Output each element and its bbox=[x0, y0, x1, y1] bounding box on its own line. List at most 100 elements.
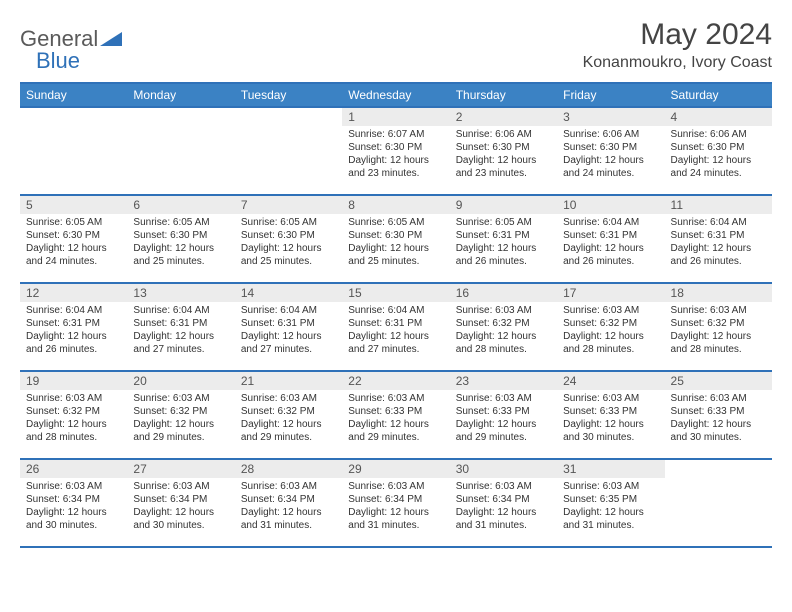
day-number: 24 bbox=[557, 372, 664, 390]
calendar-cell: 22Sunrise: 6:03 AMSunset: 6:33 PMDayligh… bbox=[342, 371, 449, 459]
calendar-cell: 19Sunrise: 6:03 AMSunset: 6:32 PMDayligh… bbox=[20, 371, 127, 459]
logo-text-blue: Blue bbox=[36, 48, 80, 73]
day-number: 23 bbox=[450, 372, 557, 390]
calendar-cell: 26Sunrise: 6:03 AMSunset: 6:34 PMDayligh… bbox=[20, 459, 127, 547]
day-number: 13 bbox=[127, 284, 234, 302]
calendar-cell: 27Sunrise: 6:03 AMSunset: 6:34 PMDayligh… bbox=[127, 459, 234, 547]
calendar-cell: 7Sunrise: 6:05 AMSunset: 6:30 PMDaylight… bbox=[235, 195, 342, 283]
calendar-cell: 12Sunrise: 6:04 AMSunset: 6:31 PMDayligh… bbox=[20, 283, 127, 371]
calendar-row: 26Sunrise: 6:03 AMSunset: 6:34 PMDayligh… bbox=[20, 459, 772, 547]
logo-blue-text-wrap: Blue bbox=[36, 48, 80, 74]
dayname-header: Saturday bbox=[665, 83, 772, 107]
day-info: Sunrise: 6:05 AMSunset: 6:31 PMDaylight:… bbox=[450, 214, 557, 272]
dayname-header: Thursday bbox=[450, 83, 557, 107]
month-title: May 2024 bbox=[583, 18, 772, 52]
calendar-cell: 2Sunrise: 6:06 AMSunset: 6:30 PMDaylight… bbox=[450, 107, 557, 195]
day-number: 22 bbox=[342, 372, 449, 390]
calendar-cell: . bbox=[127, 107, 234, 195]
calendar-cell: 5Sunrise: 6:05 AMSunset: 6:30 PMDaylight… bbox=[20, 195, 127, 283]
title-block: May 2024 Konanmoukro, Ivory Coast bbox=[583, 18, 772, 72]
calendar-cell: 23Sunrise: 6:03 AMSunset: 6:33 PMDayligh… bbox=[450, 371, 557, 459]
day-info: Sunrise: 6:04 AMSunset: 6:31 PMDaylight:… bbox=[20, 302, 127, 360]
day-info: Sunrise: 6:06 AMSunset: 6:30 PMDaylight:… bbox=[450, 126, 557, 184]
day-number: 11 bbox=[665, 196, 772, 214]
calendar-cell: 30Sunrise: 6:03 AMSunset: 6:34 PMDayligh… bbox=[450, 459, 557, 547]
calendar-cell: . bbox=[235, 107, 342, 195]
dayname-header: Sunday bbox=[20, 83, 127, 107]
calendar-cell: 28Sunrise: 6:03 AMSunset: 6:34 PMDayligh… bbox=[235, 459, 342, 547]
day-number: 17 bbox=[557, 284, 664, 302]
day-info: Sunrise: 6:06 AMSunset: 6:30 PMDaylight:… bbox=[557, 126, 664, 184]
day-number: 21 bbox=[235, 372, 342, 390]
day-number: 4 bbox=[665, 108, 772, 126]
day-info: Sunrise: 6:03 AMSunset: 6:32 PMDaylight:… bbox=[665, 302, 772, 360]
day-number: 25 bbox=[665, 372, 772, 390]
day-info: Sunrise: 6:03 AMSunset: 6:33 PMDaylight:… bbox=[665, 390, 772, 448]
day-info: Sunrise: 6:03 AMSunset: 6:34 PMDaylight:… bbox=[235, 478, 342, 536]
day-number: 19 bbox=[20, 372, 127, 390]
day-number: 6 bbox=[127, 196, 234, 214]
day-info: Sunrise: 6:03 AMSunset: 6:34 PMDaylight:… bbox=[20, 478, 127, 536]
dayname-header: Wednesday bbox=[342, 83, 449, 107]
day-info: Sunrise: 6:04 AMSunset: 6:31 PMDaylight:… bbox=[665, 214, 772, 272]
location: Konanmoukro, Ivory Coast bbox=[583, 54, 772, 72]
logo-triangle-icon bbox=[100, 28, 122, 51]
day-info: Sunrise: 6:05 AMSunset: 6:30 PMDaylight:… bbox=[235, 214, 342, 272]
day-number: 8 bbox=[342, 196, 449, 214]
day-info: Sunrise: 6:03 AMSunset: 6:32 PMDaylight:… bbox=[235, 390, 342, 448]
calendar-cell: 31Sunrise: 6:03 AMSunset: 6:35 PMDayligh… bbox=[557, 459, 664, 547]
calendar-cell: 18Sunrise: 6:03 AMSunset: 6:32 PMDayligh… bbox=[665, 283, 772, 371]
day-info: Sunrise: 6:04 AMSunset: 6:31 PMDaylight:… bbox=[127, 302, 234, 360]
day-number: 26 bbox=[20, 460, 127, 478]
day-info: Sunrise: 6:04 AMSunset: 6:31 PMDaylight:… bbox=[557, 214, 664, 272]
calendar-cell: 11Sunrise: 6:04 AMSunset: 6:31 PMDayligh… bbox=[665, 195, 772, 283]
calendar-cell: 21Sunrise: 6:03 AMSunset: 6:32 PMDayligh… bbox=[235, 371, 342, 459]
day-info: Sunrise: 6:03 AMSunset: 6:32 PMDaylight:… bbox=[450, 302, 557, 360]
day-info: Sunrise: 6:03 AMSunset: 6:33 PMDaylight:… bbox=[342, 390, 449, 448]
calendar-cell: 4Sunrise: 6:06 AMSunset: 6:30 PMDaylight… bbox=[665, 107, 772, 195]
day-info: Sunrise: 6:05 AMSunset: 6:30 PMDaylight:… bbox=[127, 214, 234, 272]
day-info: Sunrise: 6:03 AMSunset: 6:34 PMDaylight:… bbox=[127, 478, 234, 536]
calendar-cell: 1Sunrise: 6:07 AMSunset: 6:30 PMDaylight… bbox=[342, 107, 449, 195]
day-number: 28 bbox=[235, 460, 342, 478]
day-number: 20 bbox=[127, 372, 234, 390]
day-info: Sunrise: 6:03 AMSunset: 6:34 PMDaylight:… bbox=[342, 478, 449, 536]
calendar-cell: 16Sunrise: 6:03 AMSunset: 6:32 PMDayligh… bbox=[450, 283, 557, 371]
day-info: Sunrise: 6:03 AMSunset: 6:33 PMDaylight:… bbox=[557, 390, 664, 448]
calendar-cell: . bbox=[20, 107, 127, 195]
day-info: Sunrise: 6:03 AMSunset: 6:32 PMDaylight:… bbox=[20, 390, 127, 448]
calendar-body: ...1Sunrise: 6:07 AMSunset: 6:30 PMDayli… bbox=[20, 107, 772, 547]
day-number: 7 bbox=[235, 196, 342, 214]
day-info: Sunrise: 6:06 AMSunset: 6:30 PMDaylight:… bbox=[665, 126, 772, 184]
day-number: 14 bbox=[235, 284, 342, 302]
header: General May 2024 Konanmoukro, Ivory Coas… bbox=[20, 18, 772, 72]
calendar-cell: 20Sunrise: 6:03 AMSunset: 6:32 PMDayligh… bbox=[127, 371, 234, 459]
calendar-cell: 17Sunrise: 6:03 AMSunset: 6:32 PMDayligh… bbox=[557, 283, 664, 371]
dayname-header: Friday bbox=[557, 83, 664, 107]
calendar-cell: 24Sunrise: 6:03 AMSunset: 6:33 PMDayligh… bbox=[557, 371, 664, 459]
calendar-cell: 8Sunrise: 6:05 AMSunset: 6:30 PMDaylight… bbox=[342, 195, 449, 283]
day-number: 30 bbox=[450, 460, 557, 478]
day-info: Sunrise: 6:05 AMSunset: 6:30 PMDaylight:… bbox=[342, 214, 449, 272]
day-number: 9 bbox=[450, 196, 557, 214]
day-number: 31 bbox=[557, 460, 664, 478]
day-info: Sunrise: 6:03 AMSunset: 6:35 PMDaylight:… bbox=[557, 478, 664, 536]
day-number: 5 bbox=[20, 196, 127, 214]
day-info: Sunrise: 6:03 AMSunset: 6:32 PMDaylight:… bbox=[127, 390, 234, 448]
day-number: 12 bbox=[20, 284, 127, 302]
calendar-cell: . bbox=[665, 459, 772, 547]
day-number: 27 bbox=[127, 460, 234, 478]
day-number: 3 bbox=[557, 108, 664, 126]
day-number: 15 bbox=[342, 284, 449, 302]
calendar-row: 5Sunrise: 6:05 AMSunset: 6:30 PMDaylight… bbox=[20, 195, 772, 283]
calendar-cell: 3Sunrise: 6:06 AMSunset: 6:30 PMDaylight… bbox=[557, 107, 664, 195]
calendar-row: ...1Sunrise: 6:07 AMSunset: 6:30 PMDayli… bbox=[20, 107, 772, 195]
calendar-head: SundayMondayTuesdayWednesdayThursdayFrid… bbox=[20, 83, 772, 107]
calendar-cell: 25Sunrise: 6:03 AMSunset: 6:33 PMDayligh… bbox=[665, 371, 772, 459]
calendar-cell: 14Sunrise: 6:04 AMSunset: 6:31 PMDayligh… bbox=[235, 283, 342, 371]
day-info: Sunrise: 6:03 AMSunset: 6:34 PMDaylight:… bbox=[450, 478, 557, 536]
calendar-row: 12Sunrise: 6:04 AMSunset: 6:31 PMDayligh… bbox=[20, 283, 772, 371]
day-info: Sunrise: 6:04 AMSunset: 6:31 PMDaylight:… bbox=[342, 302, 449, 360]
calendar-cell: 15Sunrise: 6:04 AMSunset: 6:31 PMDayligh… bbox=[342, 283, 449, 371]
calendar-row: 19Sunrise: 6:03 AMSunset: 6:32 PMDayligh… bbox=[20, 371, 772, 459]
